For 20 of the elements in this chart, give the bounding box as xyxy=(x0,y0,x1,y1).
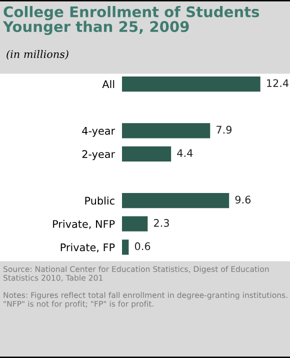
bar xyxy=(122,216,148,232)
text: (in millions) xyxy=(6,50,68,60)
bar xyxy=(122,123,210,138)
data-label: 0.6 xyxy=(134,242,150,250)
y-tick-label: Public xyxy=(85,196,114,205)
data-label: 4.4 xyxy=(177,149,193,157)
y-tick-label: Private, NFP xyxy=(53,220,115,230)
data-label: 12.4 xyxy=(267,79,288,87)
data-label: 7.9 xyxy=(216,126,232,134)
bar xyxy=(122,240,129,255)
y-tick-label: All xyxy=(102,80,114,88)
data-label: 2.3 xyxy=(154,218,169,227)
bar xyxy=(122,146,172,162)
bar xyxy=(122,192,230,208)
y-tick-label: 2-year xyxy=(82,150,116,160)
chart-title: College Enrollment of Students Younger than 25, 2009 xyxy=(2,6,260,36)
y-tick-label: 4-year xyxy=(82,127,116,137)
bar xyxy=(122,76,260,92)
y-tick-label: Private, FP xyxy=(60,243,115,252)
data-label: 9.6 xyxy=(235,196,251,204)
